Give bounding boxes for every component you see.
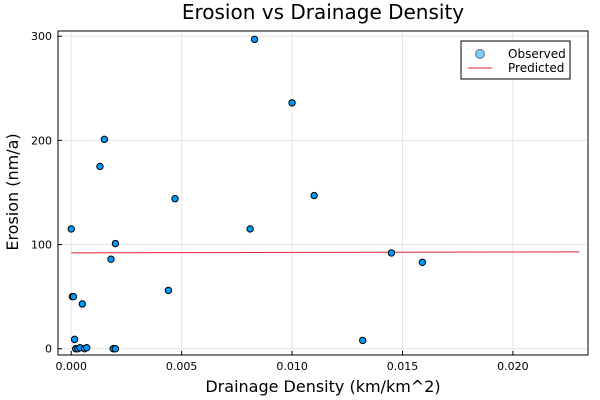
observed-point: [83, 344, 91, 352]
legend-box: [460, 40, 571, 80]
observed-point: [78, 300, 86, 308]
observed-point: [246, 225, 254, 233]
legend: Observed Predicted: [460, 40, 571, 80]
y-tick-label: 100: [31, 239, 52, 252]
observed-point: [359, 336, 367, 345]
series-layer: [67, 35, 580, 353]
chart-title: Erosion vs Drainage Density: [182, 0, 464, 24]
x-tick-label: 0.015: [387, 360, 419, 373]
y-tick-label: 200: [31, 134, 52, 147]
observed-point: [100, 135, 109, 144]
x-tick-label: 0.005: [166, 360, 198, 373]
x-axis: 0.000 0.005 0.010 0.015 0.020: [56, 351, 529, 373]
predicted-line: [71, 251, 580, 254]
observed-point: [387, 249, 396, 257]
observed-point: [111, 239, 120, 248]
legend-label-observed: Observed: [508, 47, 566, 61]
y-tick-label: 0: [45, 343, 52, 356]
x-axis-label: Drainage Density (km/km^2): [205, 377, 440, 396]
observed-point: [67, 225, 75, 233]
x-tick-label: 0.000: [56, 360, 88, 373]
observed-point: [164, 286, 173, 295]
observed-point: [418, 258, 427, 266]
observed-point: [111, 345, 120, 353]
grid: [58, 31, 588, 355]
plot-frame: [57, 30, 589, 356]
legend-label-predicted: Predicted: [508, 61, 564, 75]
y-axis: 0 100 200 300: [31, 30, 62, 356]
observed-point: [250, 35, 259, 44]
observed-point: [310, 191, 318, 200]
observed-point: [171, 195, 179, 203]
y-axis-label: Erosion (nm/a): [3, 133, 22, 250]
observed-point: [70, 335, 79, 344]
x-tick-label: 0.020: [497, 360, 529, 373]
y-tick-label: 300: [31, 30, 52, 43]
observed-point: [69, 292, 78, 301]
observed-point: [288, 99, 296, 107]
legend-marker-observed: [475, 49, 485, 59]
observed-point: [107, 255, 115, 263]
observed-point: [96, 162, 104, 171]
x-tick-label: 0.010: [276, 360, 308, 373]
